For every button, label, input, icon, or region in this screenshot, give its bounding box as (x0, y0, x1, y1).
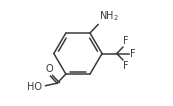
Text: F: F (130, 49, 135, 59)
Text: HO: HO (27, 82, 42, 92)
Text: F: F (123, 61, 129, 71)
Text: F: F (123, 36, 129, 46)
Text: NH$_2$: NH$_2$ (99, 9, 119, 23)
Text: O: O (46, 64, 54, 74)
